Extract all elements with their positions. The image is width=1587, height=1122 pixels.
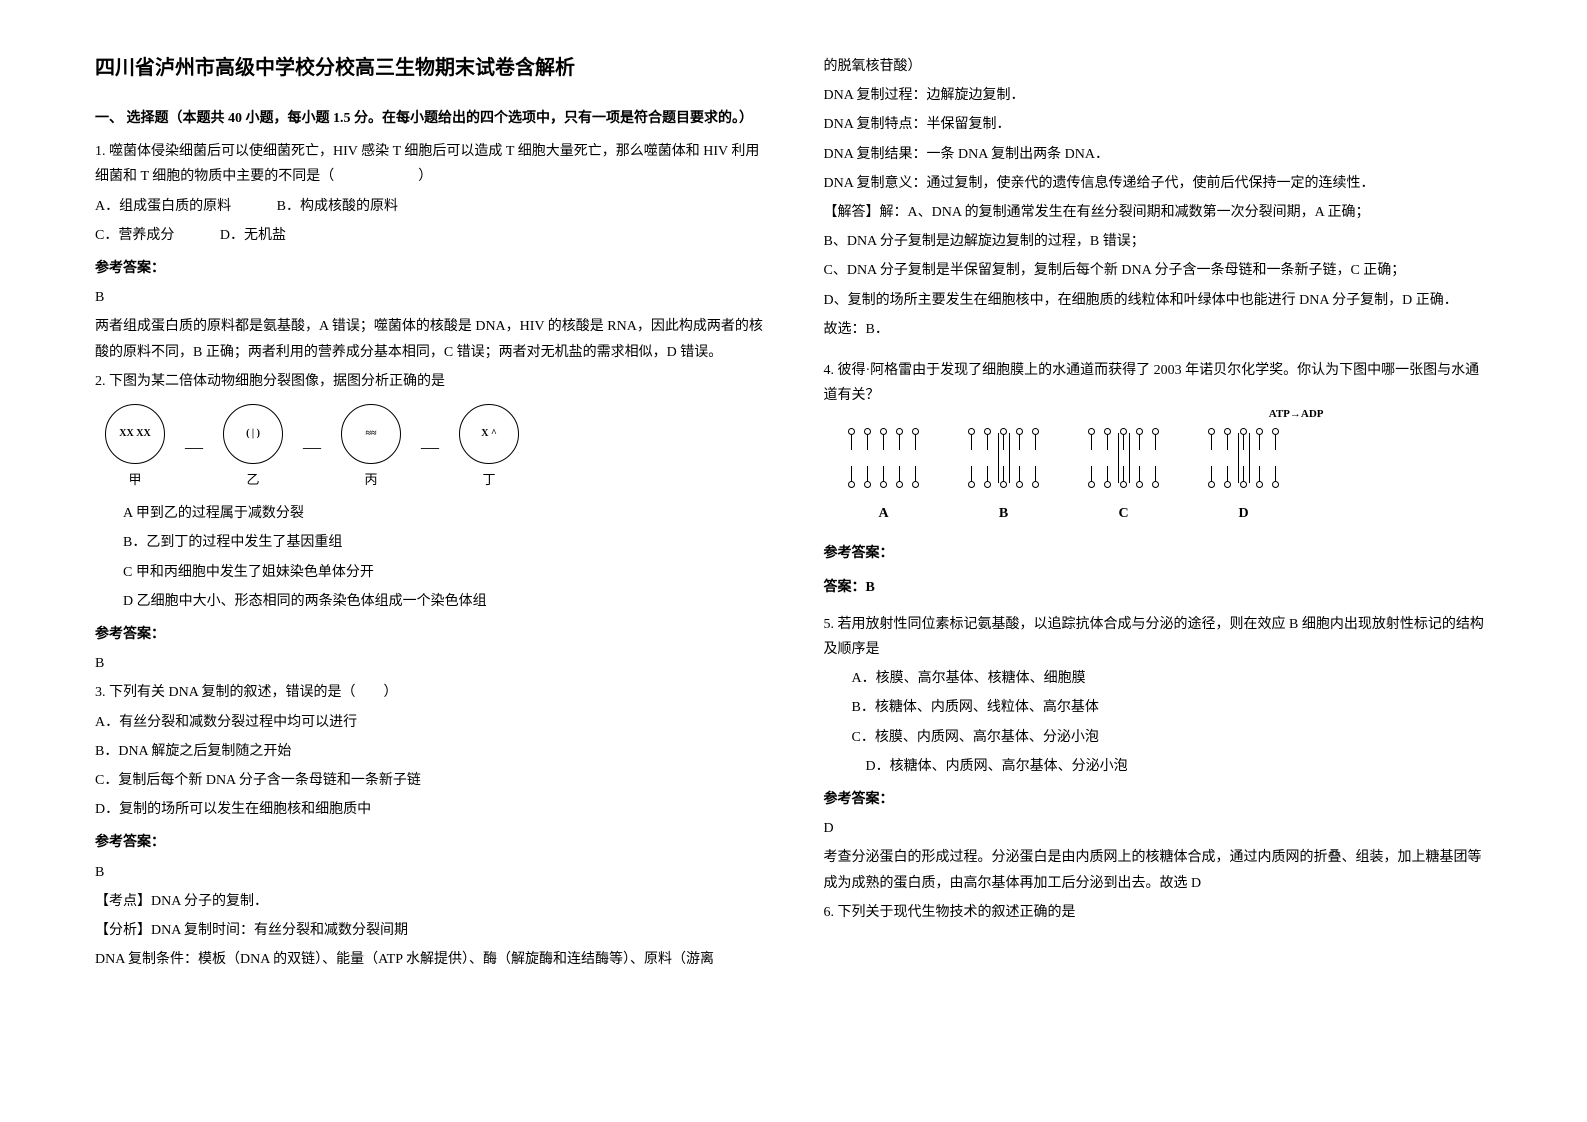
q3-cond2: 的脱氧核苷酸） <box>824 54 1493 79</box>
q3-optD: D．复制的场所可以发生在细胞核和细胞质中 <box>95 797 764 822</box>
q5-ans-label: 参考答案： <box>824 787 1493 812</box>
q5-optD: D．核糖体、内质网、高尔基体、分泌小泡 <box>824 754 1493 779</box>
cell-b: ( | ) 乙 <box>223 404 283 491</box>
right-column: 的脱氧核苷酸） DNA 复制过程：边解旋边复制． DNA 复制特点：半保留复制．… <box>824 50 1493 1072</box>
q3-solve: 【解答】解：A、DNA 的复制通常发生在有丝分裂间期和减数第一次分裂间期，A 正… <box>824 200 1493 225</box>
q1-ans-label: 参考答案： <box>95 256 764 281</box>
q5-explain: 考查分泌蛋白的形成过程。分泌蛋白是由内质网上的核糖体合成，通过内质网的折叠、组装… <box>824 845 1493 895</box>
q5-stem: 5. 若用放射性同位素标记氨基酸，以追踪抗体合成与分泌的途径，则在效应 B 细胞… <box>824 612 1493 662</box>
membrane-d: ATP→ADP D <box>1204 423 1284 526</box>
section-head: 一、 选择题（本题共 40 小题，每小题 1.5 分。在每小题给出的四个选项中，… <box>95 106 764 131</box>
q3-final: 故选：B． <box>824 317 1493 342</box>
q3-analysis: 【分析】DNA 复制时间：有丝分裂和减数分裂间期 <box>95 918 764 943</box>
q4-stem: 4. 彼得·阿格雷由于发现了细胞膜上的水通道而获得了 2003 年诺贝尔化学奖。… <box>824 358 1493 408</box>
q3-ans: B <box>95 860 764 885</box>
q2-figure: XX XX 甲 — ( | ) 乙 — ≈≈ 丙 — X ^ 丁 <box>95 404 764 491</box>
q5-ans: D <box>824 816 1493 841</box>
q2-ans: B <box>95 651 764 676</box>
q3-sc: C、DNA 分子复制是半保留复制，复制后每个新 DNA 分子含一条母链和一条新子… <box>824 258 1493 283</box>
q1-optB: B．构成核酸的原料 <box>277 199 398 214</box>
q1-stem: 1. 噬菌体侵染细菌后可以使细菌死亡，HIV 感染 T 细胞后可以造成 T 细胞… <box>95 139 764 189</box>
q4-ans: 答案：B <box>824 575 1493 600</box>
q2-optB: B．乙到丁的过程中发生了基因重组 <box>95 530 764 555</box>
arrow-icon: — <box>185 404 203 491</box>
q3-stem: 3. 下列有关 DNA 复制的叙述，错误的是（ ） <box>95 680 764 705</box>
arrow-icon: — <box>303 404 321 491</box>
q3-sd: D、复制的场所主要发生在细胞核中，在细胞质的线粒体和叶绿体中也能进行 DNA 分… <box>824 288 1493 313</box>
q3-optA: A．有丝分裂和减数分裂过程中均可以进行 <box>95 710 764 735</box>
q3-sb: B、DNA 分子复制是边解旋边复制的过程，B 错误； <box>824 229 1493 254</box>
q3-p3: DNA 复制结果：一条 DNA 复制出两条 DNA． <box>824 142 1493 167</box>
q2-optD: D 乙细胞中大小、形态相同的两条染色体组成一个染色体组 <box>95 589 764 614</box>
left-column: 四川省泸州市高级中学校分校高三生物期末试卷含解析 一、 选择题（本题共 40 小… <box>95 50 764 1072</box>
q3-p1: DNA 复制过程：边解旋边复制． <box>824 83 1493 108</box>
q3-optB: B．DNA 解旋之后复制随之开始 <box>95 739 764 764</box>
page-title: 四川省泸州市高级中学校分校高三生物期末试卷含解析 <box>95 50 764 86</box>
q4-figure: A B C ATP→ADP D <box>824 423 1493 526</box>
q1-optC: C．营养成分 <box>95 228 174 243</box>
q1-ans: B <box>95 285 764 310</box>
q3-ans-label: 参考答案： <box>95 830 764 855</box>
arrow-icon: — <box>421 404 439 491</box>
q2-stem: 2. 下图为某二倍体动物细胞分裂图像，据图分析正确的是 <box>95 369 764 394</box>
q2-ans-label: 参考答案： <box>95 622 764 647</box>
cell-d: X ^ 丁 <box>459 404 519 491</box>
q3-cond: DNA 复制条件：模板（DNA 的双链）、能量（ATP 水解提供）、酶（解旋酶和… <box>95 947 764 972</box>
q2-optA: A 甲到乙的过程属于减数分裂 <box>95 501 764 526</box>
cell-c: ≈≈ 丙 <box>341 404 401 491</box>
q5-optC: C．核膜、内质网、高尔基体、分泌小泡 <box>824 725 1493 750</box>
cell-a: XX XX 甲 <box>105 404 165 491</box>
q3-p4: DNA 复制意义：通过复制，使亲代的遗传信息传递给子代，使前后代保持一定的连续性… <box>824 171 1493 196</box>
q1-optA: A．组成蛋白质的原料 <box>95 199 231 214</box>
atp-label: ATP→ADP <box>1269 405 1324 425</box>
q1-explain: 两者组成蛋白质的原料都是氨基酸，A 错误；噬菌体的核酸是 DNA，HIV 的核酸… <box>95 314 764 364</box>
membrane-b: B <box>964 423 1044 526</box>
q5-optB: B．核糖体、内质网、线粒体、高尔基体 <box>824 695 1493 720</box>
q4-ans-label: 参考答案： <box>824 541 1493 566</box>
q1-opts-cd: C．营养成分 D．无机盐 <box>95 223 764 248</box>
q3-optC: C．复制后每个新 DNA 分子含一条母链和一条新子链 <box>95 768 764 793</box>
q1-opts-ab: A．组成蛋白质的原料 B．构成核酸的原料 <box>95 194 764 219</box>
q3-point: 【考点】DNA 分子的复制． <box>95 889 764 914</box>
membrane-c: C <box>1084 423 1164 526</box>
membrane-a: A <box>844 423 924 526</box>
q1-optD: D．无机盐 <box>220 228 286 243</box>
q6-stem: 6. 下列关于现代生物技术的叙述正确的是 <box>824 900 1493 925</box>
q5-optA: A．核膜、高尔基体、核糖体、细胞膜 <box>824 666 1493 691</box>
q3-p2: DNA 复制特点：半保留复制． <box>824 112 1493 137</box>
q2-optC: C 甲和丙细胞中发生了姐妹染色单体分开 <box>95 560 764 585</box>
